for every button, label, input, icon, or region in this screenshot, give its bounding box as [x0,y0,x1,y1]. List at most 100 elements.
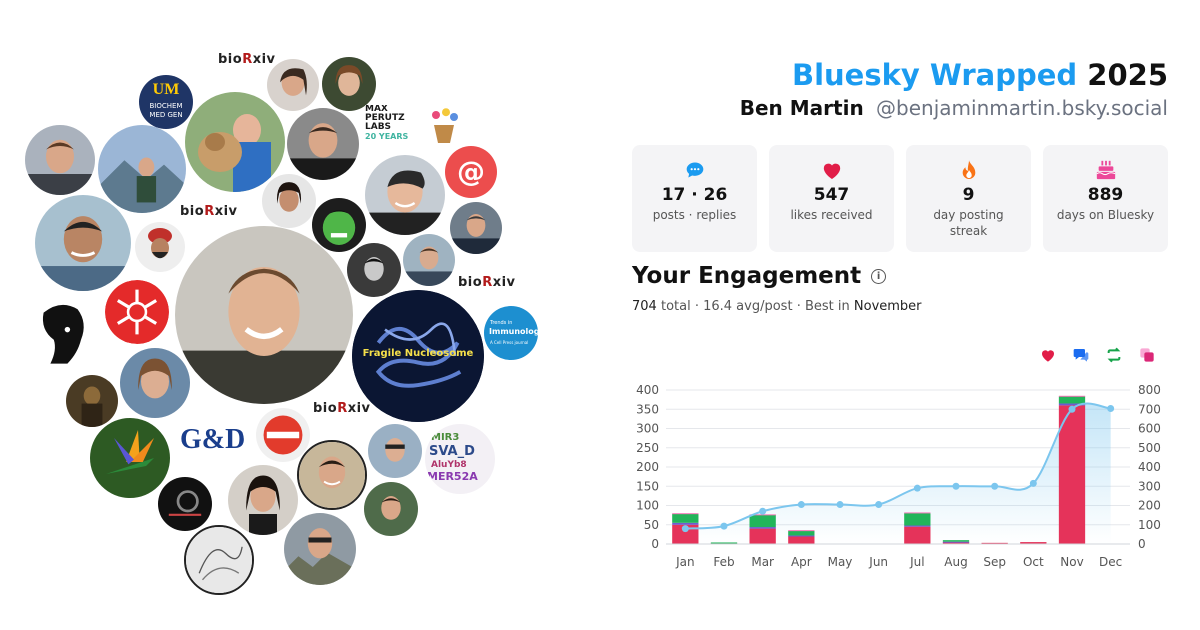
bar-likes-jan [672,524,699,544]
avatar-person-mountain[interactable] [98,125,186,213]
avatar-person-10[interactable] [403,234,455,286]
avatar-red-snowflake[interactable] [105,280,169,344]
bar-likes-aug [942,542,970,544]
bar-replies-aug [942,541,970,543]
engagement-heading: Your Engagement [632,263,862,289]
y-left-tick-label: 100 [636,499,659,513]
avatar-person-dog[interactable] [185,92,285,192]
cumulative-point-aug [952,482,960,490]
um-logo-text: UM [152,81,180,98]
avatar-person-4[interactable] [287,108,359,180]
avatar-at-sign[interactable]: @ [445,146,497,198]
y-left-tick-label: 400 [636,383,659,397]
avatar-person-13[interactable] [368,424,422,478]
avatar-sva-wordcloud[interactable]: MIR3 SVA_D AluYb8 MER52A [425,424,495,494]
x-tick-label: Jun [868,555,888,569]
avatar-bird-of-paradise[interactable] [90,418,170,498]
avatar-person-turban[interactable] [135,222,185,272]
stat-label: days on Bluesky [1056,208,1155,222]
biorxiv-logo-1[interactable]: bioRxiv [218,52,276,67]
user-handle[interactable]: @benjaminmartin.bsky.social [876,96,1168,120]
avatar-person-12[interactable] [297,440,367,510]
avatar-hulk-cartoon[interactable] [312,198,366,252]
avatar-center-large[interactable] [175,226,353,404]
avatar-person-14[interactable] [228,465,298,535]
warrior-art-icon [66,375,118,427]
bar-replies-nov [1058,403,1086,406]
stat-card-likes: 547 likes received [769,145,894,252]
avatar-max-perutz[interactable]: MAX PERUTZ LABS 20 YEARS [365,105,411,151]
biorxiv-logo-3[interactable]: bioRxiv [458,275,516,290]
avatar-person-16[interactable] [284,513,356,585]
avatar-gd-logo[interactable]: G&D [180,410,244,474]
cumulative-point-oct [1029,479,1037,487]
bar-reposts-feb [710,542,738,544]
avatar-person-5[interactable] [365,155,445,235]
avatar-person-7[interactable] [450,202,502,254]
avatar-person-2[interactable] [267,59,319,111]
avatar-um-biochem[interactable]: UM BIOCHEM MED GEN [139,75,193,129]
x-tick-label: Jan [675,555,695,569]
y-right-tick-label: 400 [1138,460,1161,474]
cumulative-point-mar [759,507,767,515]
engagement-summary: 704 total · 16.4 avg/post · Best in Nove… [632,299,922,314]
biorxiv-logo-4[interactable]: bioRxiv [313,401,371,416]
flower-basket-icon [424,105,464,145]
avatar-person-6[interactable] [262,174,316,228]
repost-icon[interactable] [1106,347,1122,363]
avatar-fragile-nucleosome[interactable]: Fragile Nucleosome [352,290,484,422]
avatar-person-15[interactable] [364,482,418,536]
person-photo-icon [365,155,445,235]
followers-bubble-cloud: Fragile Nucleosome G&D MIR3 SVA_D AluYb8… [25,52,538,595]
engagement-total-value: 704 [632,299,657,314]
biorxiv-logo-2[interactable]: bioRxiv [180,204,238,219]
x-tick-label: Oct [1023,555,1044,569]
y-right-tick-label: 200 [1138,499,1161,513]
avatar-gears-logo[interactable] [158,477,212,531]
quote-icon[interactable] [1139,347,1155,363]
stat-value: 9 [962,185,975,205]
max-perutz-line3: LABS [365,122,392,132]
person-photo-icon [35,195,131,291]
bar-reposts-nov [1058,396,1086,404]
avatar-sketch-art[interactable] [184,525,254,595]
um-dept-line2: MED GEN [149,111,183,119]
bar-replies-jan [672,522,699,525]
avatar-flower-basket[interactable] [424,102,464,148]
avatar-person-9[interactable] [347,243,401,297]
cumulative-point-sep [991,482,999,490]
sva-word-3: MER52A [427,470,478,483]
cumulative-point-dec [1107,404,1115,412]
max-perutz-line2: PERUTZ [365,113,405,123]
person-photo-icon [287,108,359,180]
avatar-red-sign-logo[interactable] [256,408,310,462]
cumulative-point-jan [681,525,689,533]
avatar-warrior-art[interactable] [66,375,118,427]
max-perutz-years: 20 YEARS [365,132,409,141]
separator: · [792,299,805,314]
y-right-tick-label: 0 [1138,537,1146,551]
avatar-person-1[interactable] [25,125,95,195]
avatar-person-11[interactable] [120,348,190,418]
person-photo-icon [135,222,185,272]
y-left-tick-label: 200 [636,460,659,474]
avatar-person-8[interactable] [35,195,131,291]
person-photo-icon [120,348,190,418]
cumulative-point-nov [1068,405,1076,413]
bar-replies-mar [749,527,776,529]
bar-likes-nov [1058,405,1086,544]
reply-icon[interactable] [1073,347,1089,363]
x-tick-label: Mar [751,555,774,569]
x-tick-label: Jul [909,555,924,569]
cumulative-point-apr [797,501,805,509]
avatar-silhouette-art[interactable] [30,295,98,371]
bar-quotes-nov [1058,395,1086,397]
y-left-tick-label: 350 [636,402,659,416]
stat-label: likes received [790,208,873,222]
x-tick-label: Apr [791,555,812,569]
avatar-person-3[interactable] [322,57,376,111]
stat-value: 889 [1087,185,1124,205]
info-icon[interactable]: i [871,268,887,284]
heart-icon[interactable] [1040,347,1056,363]
avatar-trends-immunology[interactable]: Trends in Immunology A Cell Press journa… [484,306,538,360]
